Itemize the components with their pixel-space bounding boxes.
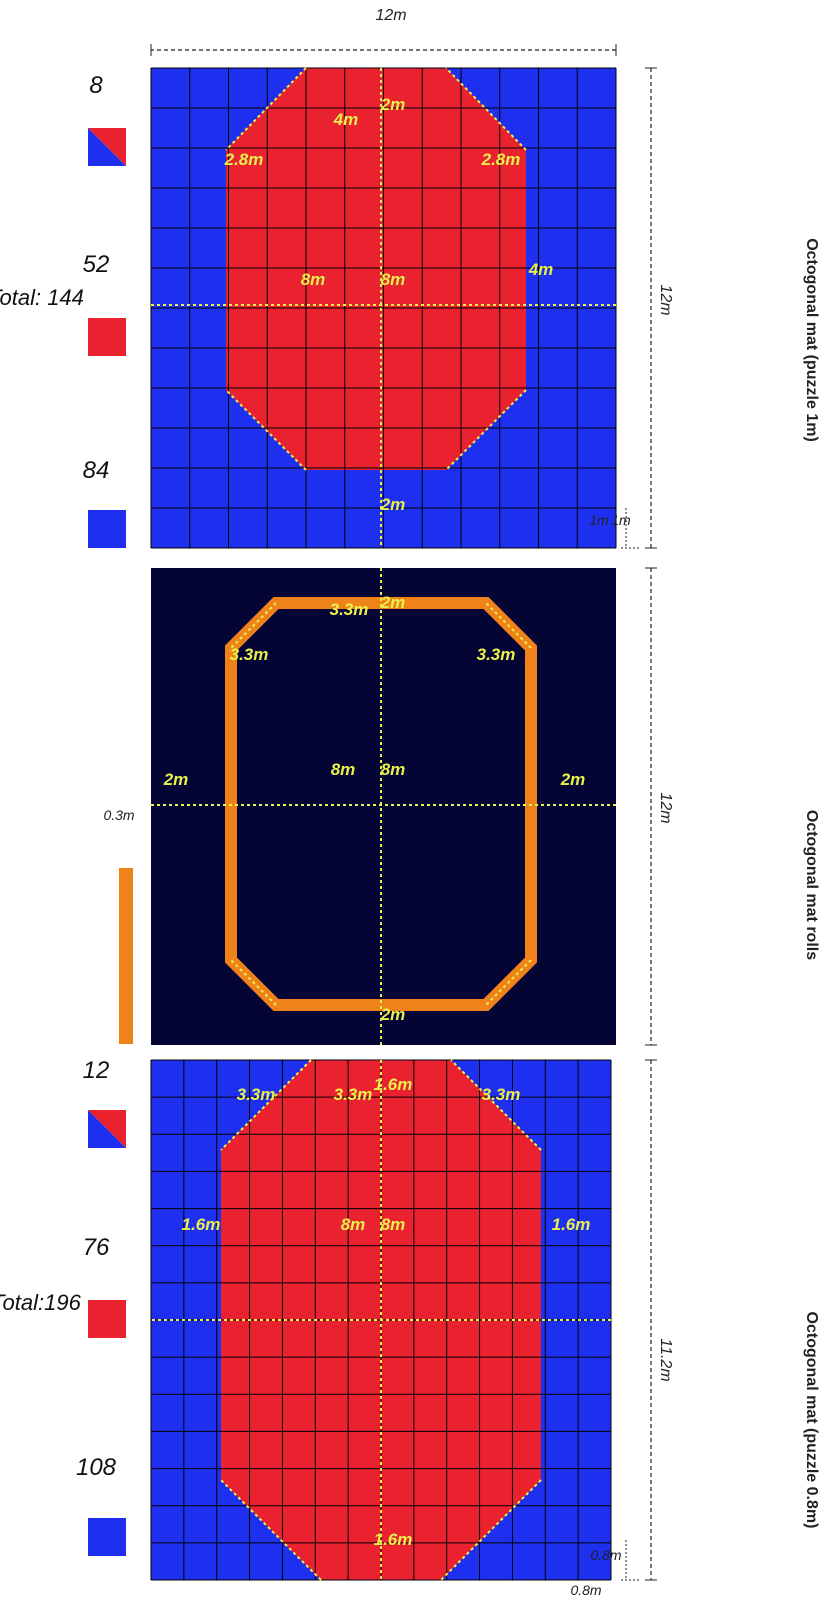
panel2-side-top-label: 3.3m: [330, 600, 369, 619]
panel2-center-b-label: 8m: [331, 760, 356, 779]
panel3-height-dimension: 12m: [150, 7, 617, 56]
panel2-bottom-margin-label: 2m: [380, 1005, 406, 1024]
roll-strip-swatch: [119, 868, 133, 1044]
panel3-side-top-label: 4m: [333, 110, 359, 129]
panel3-diag-bottom-label: 2.8m: [224, 150, 264, 169]
panel3-legend-red-count: 52: [83, 251, 110, 278]
panel3-legend: 84 52 8 Total: 144: [0, 72, 126, 548]
panel3-width-label: 12m: [657, 284, 674, 315]
panel1-right-margin-label: 1.6m: [182, 1215, 221, 1234]
legend-red-swatch: [88, 1300, 126, 1338]
panel3-total: Total: 144: [0, 285, 84, 310]
panel2-diag-bottom-label: 3.3m: [230, 645, 269, 664]
panel1-top-margin-label: 1.6m: [374, 1075, 413, 1094]
panel3-tile-label-b: 1m: [589, 512, 609, 528]
legend-blue-swatch: [88, 1518, 126, 1556]
panel1-legend-split-count: 12: [83, 1057, 110, 1084]
panel3-diag-top-label: 2.8m: [481, 150, 521, 169]
panel2-left-margin-label: 2m: [560, 770, 586, 789]
panel3-legend-split-count: 8: [89, 72, 103, 99]
panel2-right-margin-label: 2m: [163, 770, 189, 789]
panel1-tile-size: 0.8m 0.8m: [570, 1540, 641, 1598]
panel1-side-top-label: 3.3m: [334, 1085, 373, 1104]
panel3-top-margin-label: 2m: [380, 95, 406, 114]
measurement-lines: [151, 67, 616, 1581]
panel3-legend-blue-count: 84: [83, 457, 110, 484]
panel1-left-margin-label: 1.6m: [552, 1215, 591, 1234]
panel1-legend-blue-count: 108: [76, 1454, 117, 1481]
panel1-bottom-margin-label: 1.6m: [374, 1530, 413, 1549]
panel2-width-label: 12m: [657, 792, 674, 823]
measure-line: [485, 959, 532, 1006]
panel1-diag-bottom-label: 3.3m: [237, 1085, 276, 1104]
panel3-center-a-label: 8m: [381, 270, 406, 289]
panel3-side-left-label: 4m: [528, 260, 554, 279]
panel3-width-dimension: 12m: [645, 67, 674, 549]
panel3-height-label: 12m: [375, 7, 406, 24]
panel1-title: Octogonal mat (puzzle 0.8m): [803, 1312, 820, 1529]
panel2-top-margin-label: 2m: [380, 593, 406, 612]
measure-line: [485, 602, 532, 649]
panel3-mat: [150, 67, 617, 549]
measure-line: [445, 67, 527, 151]
panel3-center-b-label: 8m: [301, 270, 326, 289]
measure-line: [230, 959, 277, 1006]
legend-red-swatch: [88, 318, 126, 356]
measure-line: [225, 389, 307, 471]
panel1-total: Total:196: [0, 1290, 82, 1315]
measure-line: [445, 389, 527, 471]
measure-line: [225, 67, 307, 151]
panel1-center-a-label: 8m: [381, 1215, 406, 1234]
panel2-background: [151, 568, 616, 1045]
panel3-grid: [150, 67, 617, 549]
panel2-title: Octogonal mat rolls: [803, 810, 820, 960]
panel1-diag-top-label: 3.3m: [482, 1085, 521, 1104]
legend-split-swatch: [88, 128, 126, 166]
panel3-octagon: [226, 68, 526, 470]
legend-split-swatch: [88, 1110, 126, 1148]
panel2-strip-label: 0.3m: [103, 807, 134, 823]
panel1-legend-red-count: 76: [83, 1234, 110, 1261]
panel1-legend: 108 76 12 Total:196: [0, 1057, 126, 1556]
panel1-center-b-label: 8m: [341, 1215, 366, 1234]
panel3-tile-size: 1m 1m: [589, 508, 641, 549]
panel3-tile-label-a: 1m: [611, 512, 631, 528]
panel2-mat: [151, 568, 616, 1045]
panel2-width-dimension: 12m: [645, 567, 674, 1046]
measure-line: [230, 602, 277, 649]
panel1-tile-label-b: 0.8m: [570, 1582, 601, 1598]
panel1-width-dimension: 11.2m: [645, 1059, 674, 1581]
panel1-width-label: 11.2m: [657, 1338, 674, 1381]
panel2-strip-legend: 0.3m: [103, 807, 135, 1044]
legend-blue-swatch: [88, 510, 126, 548]
panel2-octagon-roll: [225, 597, 537, 1011]
panel3-bottom-margin-label: 2m: [380, 495, 406, 514]
panel3-title: Octogonal mat (puzzle 1m): [803, 238, 820, 442]
panel2-center-a-label: 8m: [381, 760, 406, 779]
panel2-diag-top-label: 3.3m: [477, 645, 516, 664]
panel1-tile-label-a: 0.8m: [590, 1547, 621, 1563]
